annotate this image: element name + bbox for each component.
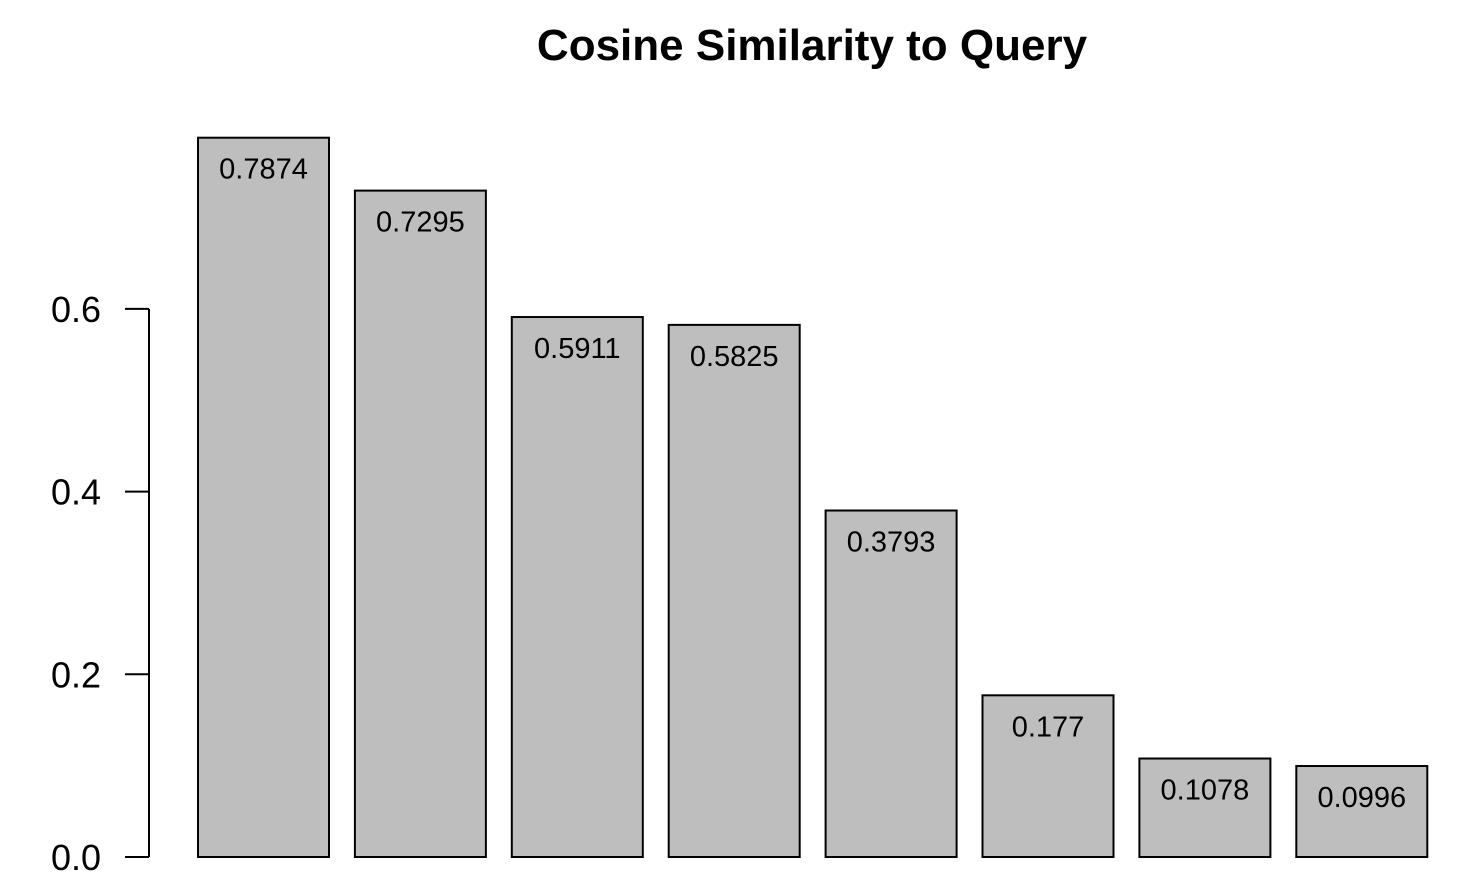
bar-value-label: 0.7874 [219, 154, 308, 186]
y-tick-label: 0.0 [51, 837, 101, 878]
bar [353, 189, 487, 858]
bar-value-label: 0.3793 [847, 527, 936, 559]
bar [1138, 757, 1272, 859]
bar-value-label: 0.177 [1012, 711, 1085, 743]
y-tick-label: 0.4 [51, 472, 101, 513]
y-tick-label: 0.6 [51, 289, 101, 330]
bar [197, 136, 330, 859]
y-tick-label: 0.2 [51, 654, 101, 695]
chart-title: Cosine Similarity to Query [537, 21, 1088, 70]
bar [667, 323, 801, 859]
y-axis: 0.0 0.2 0.4 0.6 [51, 289, 150, 878]
bar [981, 694, 1115, 858]
bar [510, 316, 644, 858]
bars-group: 0.7874 0.7295 0.5911 0.5825 0.3793 0.177 0.107… [197, 136, 1429, 859]
bar-value-label: 0.0996 [1317, 782, 1406, 814]
bar [824, 509, 958, 858]
bar-value-label: 0.5825 [690, 341, 779, 373]
bar-value-label: 0.5911 [534, 333, 621, 365]
bar-value-label: 0.1078 [1161, 775, 1250, 807]
bar-value-label: 0.7295 [376, 207, 465, 239]
bar [1295, 765, 1429, 858]
